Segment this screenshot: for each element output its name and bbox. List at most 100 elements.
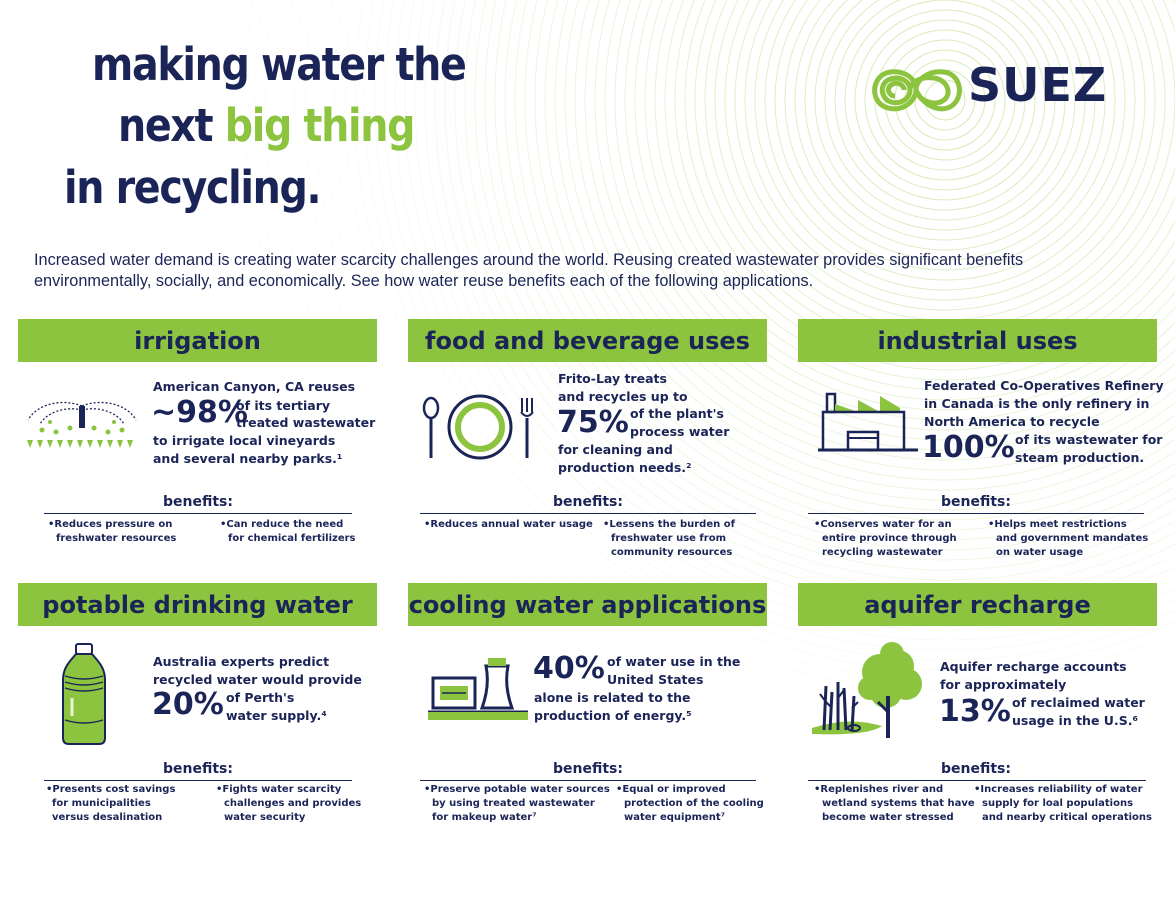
irrigation-benefits-rule: [44, 513, 352, 514]
suez-wordmark: SUEZ: [968, 58, 1108, 112]
potable-benefit-2c: water security: [224, 812, 306, 823]
irrigation-benefit-2a: •Can reduce the need: [220, 519, 344, 530]
food-benefits-rule: [420, 513, 756, 514]
potable-stat-label-1: of Perth's: [226, 690, 295, 705]
aquifer-benefit-2c: and nearby critical operations: [982, 812, 1152, 823]
potable-stat-label-2: water supply.⁴: [226, 708, 327, 723]
irrigation-banner: irrigation: [18, 319, 377, 362]
food-stat: 75%: [557, 405, 629, 440]
cooling-benefit-2b: protection of the cooling: [624, 798, 764, 809]
cooling-benefit-1a: •Preserve potable water sources: [424, 784, 610, 795]
cooling-benefit-2a: •Equal or improved: [616, 784, 726, 795]
tree-plants-icon: [812, 642, 922, 738]
food-text-1: Frito-Lay treats: [558, 371, 667, 386]
food-text-2: and recycles up to: [558, 389, 688, 404]
industrial-banner: industrial uses: [798, 319, 1157, 362]
headline-line-1: making water the: [92, 38, 467, 91]
aquifer-stat-label-1: of reclaimed water: [1012, 695, 1145, 710]
cooling-benefits-rule: [420, 780, 756, 781]
food-text-4: production needs.²: [558, 460, 692, 475]
industrial-text-1: Federated Co-Operatives Refinery: [924, 378, 1164, 393]
potable-benefit-2a: •Fights water scarcity: [216, 784, 342, 795]
industrial-benefit-2c: on water usage: [996, 547, 1084, 558]
industrial-benefit-1c: recycling wastewater: [822, 547, 943, 558]
cooling-benefits-title: benefits:: [553, 761, 623, 777]
potable-title: potable drinking water: [42, 590, 353, 619]
industrial-benefit-2b: and government mandates: [996, 533, 1149, 544]
aquifer-stat: 13%: [939, 694, 1011, 729]
potable-benefit-1c: versus desalination: [52, 812, 163, 823]
industrial-stat-label-1: of its wastewater for: [1015, 432, 1163, 447]
irrigation-benefit-1b: freshwater resources: [56, 533, 177, 544]
aquifer-benefit-2a: •Increases reliability of water: [974, 784, 1143, 795]
potable-text-2: recycled water would provide: [153, 672, 362, 687]
food-benefit-2a: •Lessens the burden of: [603, 519, 735, 530]
aquifer-text-1: Aquifer recharge accounts: [940, 659, 1127, 674]
aquifer-title: aquifer recharge: [864, 590, 1091, 619]
aquifer-text-2: for approximately: [940, 677, 1067, 692]
aquifer-benefit-2b: supply for loal populations: [982, 798, 1134, 809]
industrial-benefit-2a: •Helps meet restrictions: [988, 519, 1127, 530]
irrigation-text-2: to irrigate local vineyards: [153, 433, 336, 448]
cooling-banner: cooling water applications: [408, 583, 767, 626]
aquifer-benefits-title: benefits:: [941, 761, 1011, 777]
factory-icon: [818, 392, 918, 452]
potable-text-1: Australia experts predict: [153, 654, 330, 669]
headline-next: next: [118, 99, 225, 152]
food-stat-label-2: process water: [630, 424, 730, 439]
suez-swirl-icon: [872, 69, 962, 112]
potable-benefits-title: benefits:: [163, 761, 233, 777]
food-benefit-2c: community resources: [611, 547, 733, 558]
cooling-tower-icon: [428, 658, 528, 720]
aquifer-benefits-rule: [808, 780, 1146, 781]
cooling-stat-label-2: United States: [607, 672, 704, 687]
irrigation-text-3: and several nearby parks.¹: [153, 451, 343, 466]
industrial-benefit-1b: entire province through: [822, 533, 957, 544]
irrigation-benefit-2b: for chemical fertilizers: [228, 533, 356, 544]
food-beverage-title: food and beverage uses: [425, 326, 750, 355]
aquifer-benefit-1c: become water stressed: [822, 812, 954, 823]
cooling-text-1: alone is related to the: [534, 690, 691, 705]
potable-benefit-1b: for municipalities: [52, 798, 151, 809]
irrigation-text-1: American Canyon, CA reuses: [153, 379, 356, 394]
industrial-text-3: North America to recycle: [924, 414, 1100, 429]
aquifer-banner: aquifer recharge: [798, 583, 1157, 626]
food-benefit-1a: •Reduces annual water usage: [424, 519, 593, 530]
aquifer-benefit-1a: •Replenishes river and: [814, 784, 944, 795]
water-bottle-icon: [62, 643, 106, 745]
food-benefit-2b: freshwater use from: [611, 533, 727, 544]
potable-benefit-2b: challenges and provides: [224, 798, 362, 809]
irrigation-benefits-title: benefits:: [163, 494, 233, 510]
cooling-stat: 40%: [533, 651, 605, 686]
irrigation-benefit-1a: •Reduces pressure on: [48, 519, 173, 530]
headline-line-3: in recycling.: [64, 161, 322, 214]
potable-banner: potable drinking water: [18, 583, 377, 626]
aquifer-benefit-1b: wetland systems that have: [822, 798, 975, 809]
aquifer-stat-label-2: usage in the U.S.⁶: [1012, 713, 1138, 728]
plate-utensils-icon: [422, 394, 534, 460]
industrial-benefits-rule: [808, 513, 1144, 514]
irrigation-stat: ~98%: [151, 395, 248, 430]
headline-line-2: next big thing: [118, 103, 415, 148]
food-stat-label-1: of the plant's: [630, 406, 724, 421]
food-text-3: for cleaning and: [558, 442, 673, 457]
industrial-stat-label-2: steam production.: [1015, 450, 1145, 465]
potable-benefit-1a: •Presents cost savings: [46, 784, 176, 795]
irrigation-stat-label-2: treated wastewater: [236, 415, 376, 430]
industrial-stat: 100%: [922, 430, 1015, 465]
industrial-benefit-1a: •Conserves water for an: [814, 519, 952, 530]
irrigation-title: irrigation: [134, 326, 261, 355]
cooling-benefit-2c: water equipment⁷: [624, 812, 726, 823]
food-beverage-banner: food and beverage uses: [408, 319, 767, 362]
potable-stat: 20%: [152, 687, 224, 722]
industrial-title: industrial uses: [877, 326, 1078, 355]
cooling-text-2: production of energy.⁵: [534, 708, 692, 723]
industrial-benefits-title: benefits:: [941, 494, 1011, 510]
irrigation-stat-label-1: of its tertiary: [236, 398, 331, 413]
industrial-text-2: in Canada is the only refinery in: [924, 396, 1150, 411]
sprinkler-icon: [27, 401, 137, 448]
cooling-benefit-1b: by using treated wastewater: [432, 798, 595, 809]
food-benefits-title: benefits:: [553, 494, 623, 510]
cooling-title: cooling water applications: [408, 590, 767, 619]
